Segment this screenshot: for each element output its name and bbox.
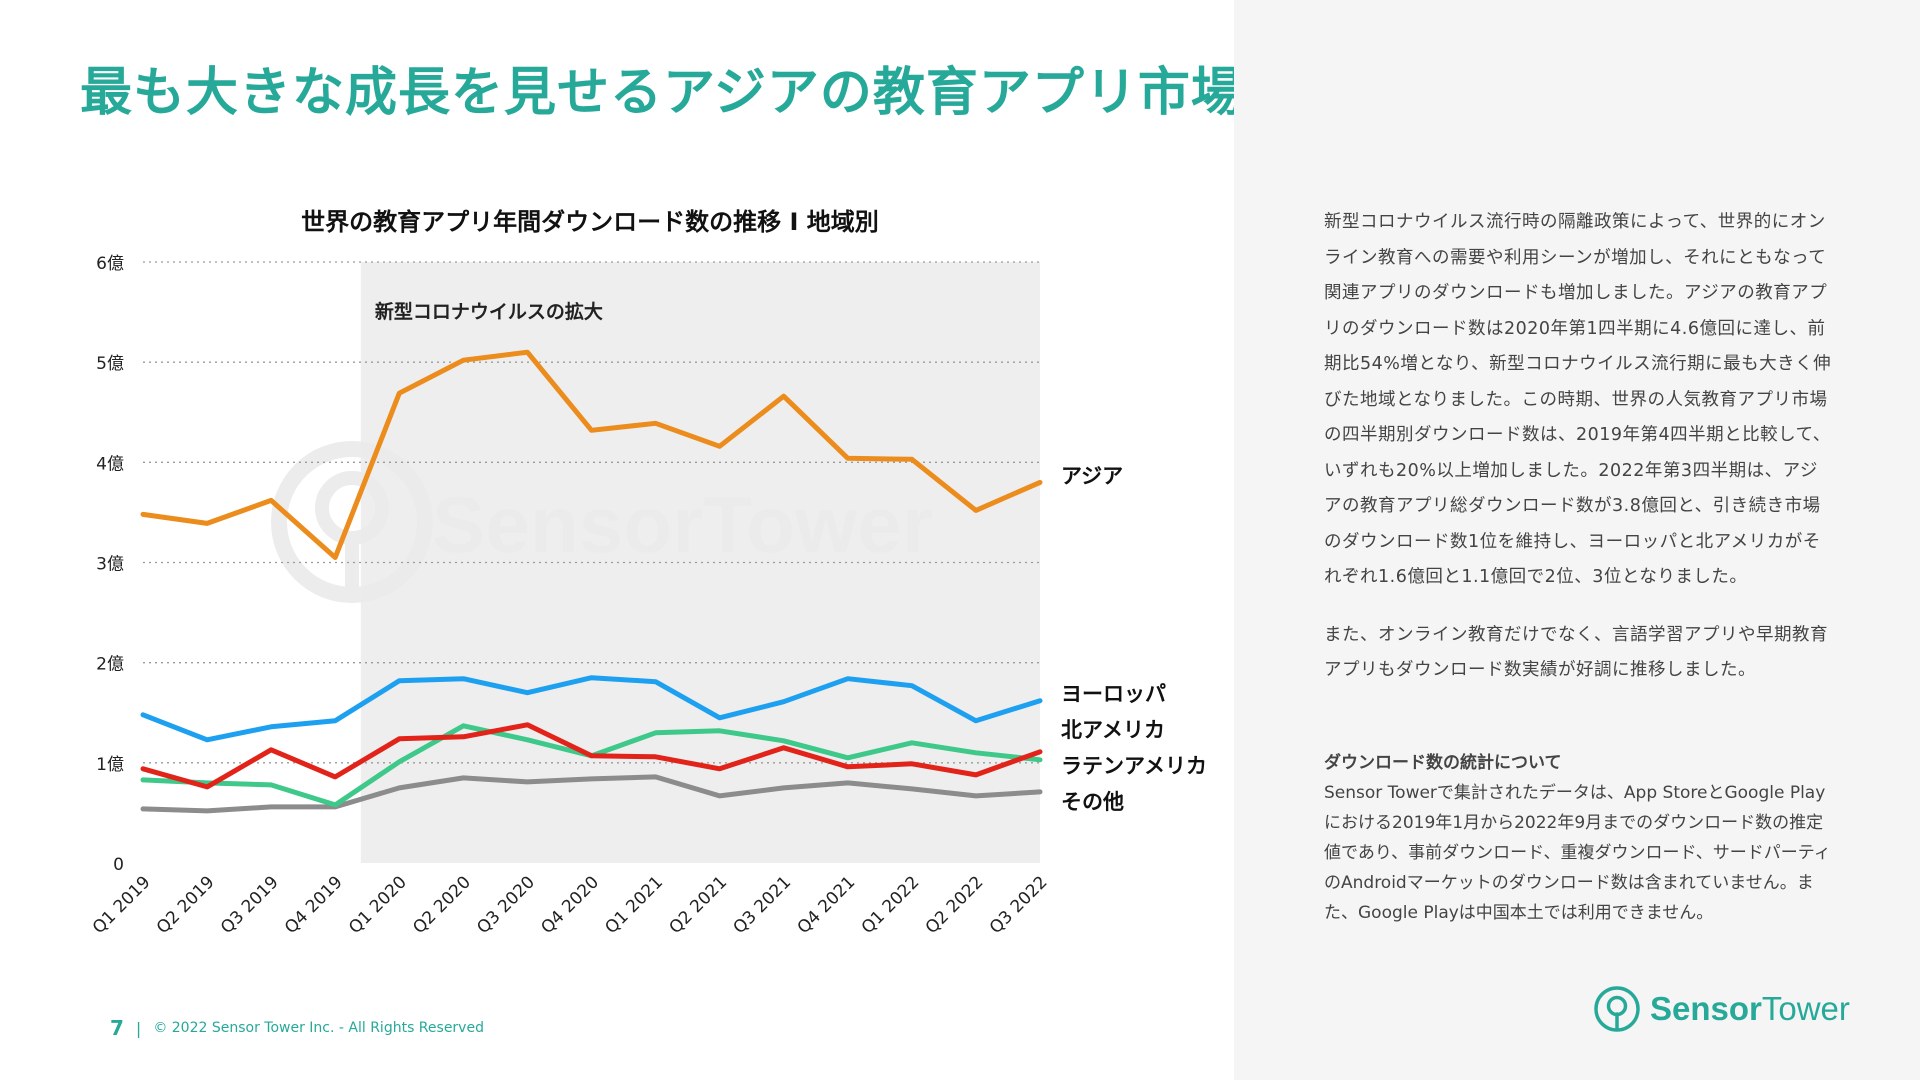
sensor-tower-logo-icon <box>1594 986 1640 1032</box>
x-tick-label: Q1 2022 <box>858 872 924 938</box>
covid-highlight-label: 新型コロナウイルスの拡大 <box>375 300 603 323</box>
x-tick-label: Q4 2021 <box>794 872 860 938</box>
stats-body: Sensor Towerで集計されたデータは、App StoreとGoogle … <box>1324 783 1831 923</box>
series-line-0 <box>140 349 1043 560</box>
footer-separator: | <box>135 1018 142 1038</box>
stats-heading: ダウンロード数の統計について <box>1324 753 1562 773</box>
description-paragraph-2: また、オンライン教育だけでなく、言語学習アプリや早期教育アプリもダウンロード数実… <box>1324 624 1828 681</box>
x-tick-label: Q2 2020 <box>409 872 475 938</box>
x-tick-label: Q2 2019 <box>153 872 219 938</box>
x-tick-label: Q3 2021 <box>730 872 796 938</box>
y-tick-label: 4億 <box>96 454 124 474</box>
series-label: ヨーロッパ <box>1061 682 1166 706</box>
y-tick-label: 2億 <box>96 655 124 675</box>
footer: 7 | © 2022 Sensor Tower Inc. - All Right… <box>110 1016 484 1040</box>
series-label: ラテンアメリカ <box>1061 754 1207 778</box>
description-panel: 新型コロナウイルス流行時の隔離政策によって、世界的にオンライン教育への需要や利用… <box>1234 0 1920 1080</box>
x-tick-label: Q2 2021 <box>666 872 732 938</box>
x-tick-label: Q3 2022 <box>986 872 1052 938</box>
x-tick-label: Q1 2021 <box>601 872 667 938</box>
y-tick-label: 3億 <box>96 555 124 575</box>
page-number: 7 <box>110 1016 124 1040</box>
copyright: © 2022 Sensor Tower Inc. - All Rights Re… <box>153 1020 484 1036</box>
y-tick-label: 6億 <box>96 254 124 274</box>
series-label: 北アメリカ <box>1061 718 1165 742</box>
y-tick-label: 1億 <box>96 755 124 775</box>
x-tick-label: Q1 2020 <box>345 872 411 938</box>
x-tick-label: Q3 2020 <box>473 872 539 938</box>
chart: SensorTower 新型コロナウイルスの拡大 01億2億3億4億5億6億Q1… <box>89 208 1207 938</box>
description-text: 新型コロナウイルス流行時の隔離政策によって、世界的にオンライン教育への需要や利用… <box>1324 205 1834 711</box>
x-tick-label: Q4 2019 <box>281 872 347 938</box>
description-paragraph-1: 新型コロナウイルス流行時の隔離政策によって、世界的にオンライン教育への需要や利用… <box>1324 212 1832 587</box>
brand-name: SensorTower <box>1650 990 1850 1027</box>
x-tick-label: Q1 2019 <box>89 872 155 938</box>
brand-logo: SensorTower <box>1592 984 1850 1034</box>
y-tick-label: 5億 <box>96 354 124 374</box>
x-tick-label: Q2 2022 <box>922 872 988 938</box>
series-label: その他 <box>1061 790 1124 814</box>
series-line-2 <box>140 722 1043 790</box>
y-tick-label: 0 <box>113 855 124 875</box>
x-tick-label: Q4 2020 <box>537 872 603 938</box>
series-line-1 <box>140 675 1043 743</box>
x-tick-label: Q3 2019 <box>217 872 283 938</box>
series-line-4 <box>140 774 1043 814</box>
chart-title: 世界の教育アプリ年間ダウンロード数の推移 I 地域別 <box>301 208 879 236</box>
series-label: アジア <box>1061 464 1123 488</box>
page-title: 最も大きな成長を見せるアジアの教育アプリ市場 <box>80 63 1244 123</box>
